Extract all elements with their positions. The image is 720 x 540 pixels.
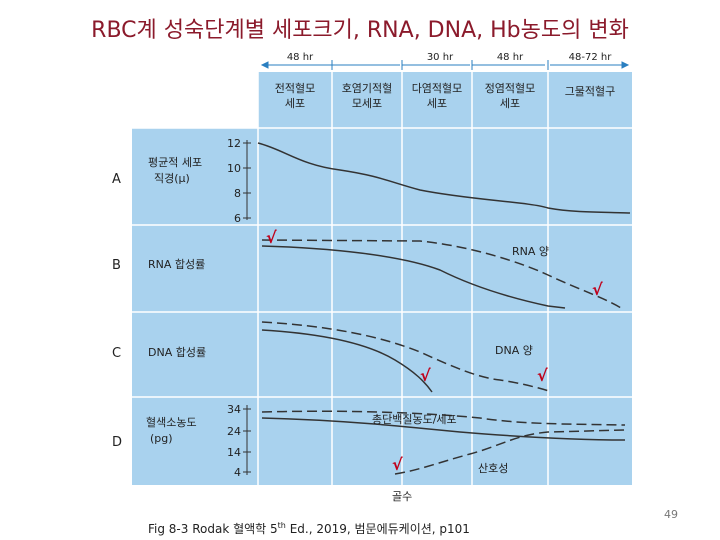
row-letter-d: D [112,435,122,450]
stage-header-panel [258,72,632,128]
check-mark-4: √ [537,366,548,385]
stage-2-line-1: 호염기적혈 [342,81,393,95]
row-a-tick-12: 12 [227,137,241,150]
caption-superscript: th [277,521,286,530]
row-a-tick-8: 8 [234,187,241,200]
row-d-acidophilia-curve [394,429,626,475]
row-d-tick-14: 14 [227,446,241,459]
stage-1-line-2: 세포 [285,97,305,110]
stage-2-line-2: 모세포 [352,97,382,110]
row-d-tick-24: 24 [227,425,241,438]
timeline-arrows [260,60,630,70]
row-letter-c: C [112,346,121,361]
row-a-axis [243,140,251,220]
stage-3-line-1: 다염적혈모 [412,81,463,95]
caption-text: Fig 8-3 Rodak 혈액학 5 [148,522,278,536]
dna-amount-label: DNA 양 [495,344,533,357]
timeline-label-3: 48 hr [497,52,524,63]
row-d-label-line-1: 혈색소농도 [146,415,197,429]
row-b-rna-amount-curve [261,239,625,311]
acidophilia-label: 산호성 [478,462,508,475]
row-a-tick-6: 6 [234,212,241,225]
timeline-label-4: 48-72 hr [569,52,613,63]
row-letter-a: A [112,172,121,187]
total-protein-label: 총단백질농도/세포 [372,413,457,426]
row-letter-b: B [112,258,121,273]
slide-title: RBC계 성숙단계별 세포크기, RNA, DNA, Hb농도의 변화 [91,18,629,43]
timeline-label-1: 48 hr [287,52,314,63]
stage-3-line-2: 세포 [427,97,447,110]
row-d-tick-34: 34 [227,403,241,416]
stage-5-line-1: 그물적혈구 [565,84,616,98]
row-c-label: DNA 합성률 [148,346,206,359]
row-dividers [132,127,632,398]
x-axis-label: 골수 [392,490,412,503]
stage-4-line-2: 세포 [500,97,520,110]
row-d-tick-4: 4 [234,466,241,479]
check-mark-3: √ [420,366,431,385]
stage-4-line-1: 정염적혈모 [485,81,536,95]
row-a-tick-10: 10 [227,162,241,175]
page-number: 49 [664,508,678,521]
check-mark-1: √ [266,228,277,247]
row-b-rna-synthesis-curve [261,245,566,309]
row-c-dna-synthesis-curve [261,329,433,393]
caption-text-end: Ed., 2019, 범문에듀케이션, p101 [285,522,470,536]
check-mark-5: √ [392,455,403,474]
row-b-label: RNA 합성률 [148,258,205,271]
check-mark-2: √ [592,280,603,299]
timeline-label-2: 30 hr [427,52,454,63]
rna-amount-label: RNA 양 [512,245,549,258]
stage-1-line-1: 전적혈모 [275,81,315,95]
row-d-hb-curve [261,417,626,441]
row-a-label-line-2: 직경(μ) [154,172,190,185]
row-d-label-line-2: (pg) [150,432,173,445]
row-c-dna-amount-curve [261,321,553,393]
row-a-label-line-1: 평균적 세포 [148,156,202,169]
row-a-cell-diameter-curve [257,142,631,214]
figure-caption: Fig 8-3 Rodak 혈액학 5th Ed., 2019, 범문에듀케이션… [148,520,470,537]
row-d-total-protein-curve [261,410,626,426]
row-d-axis [243,405,251,475]
stage-dividers [257,72,549,485]
